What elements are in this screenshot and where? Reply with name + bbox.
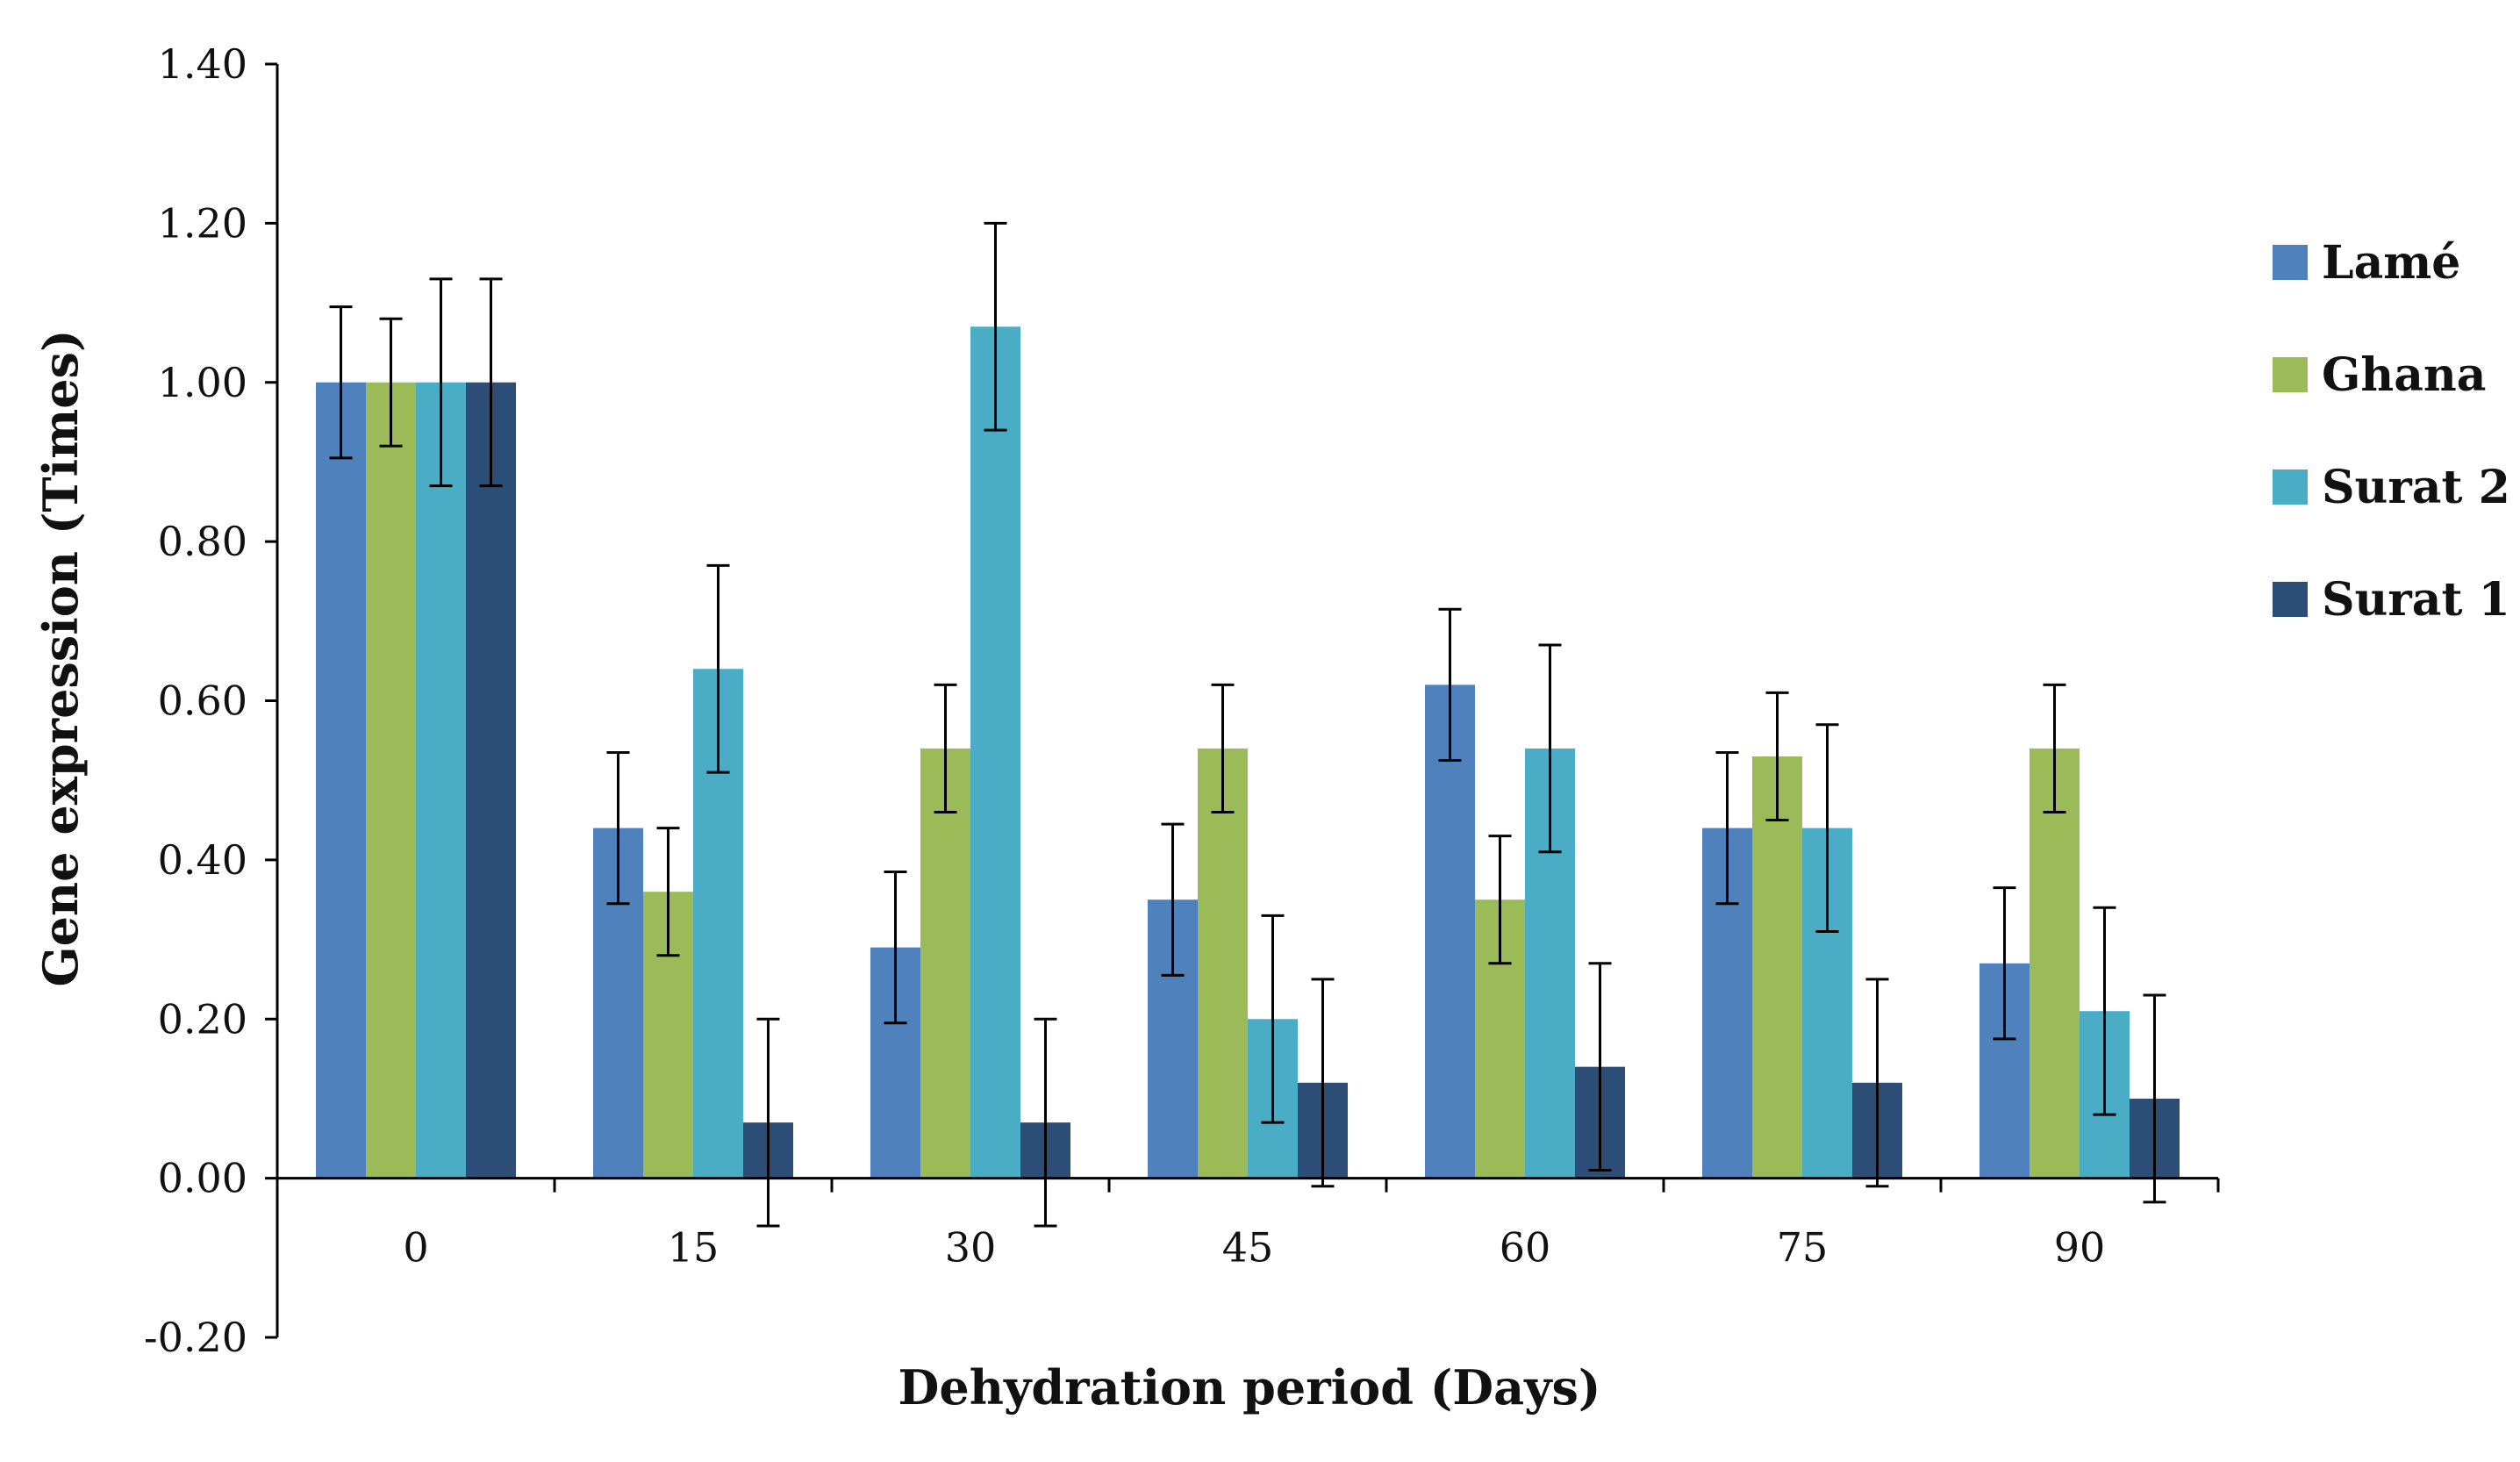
y-tick-label: 1.40 <box>158 40 247 88</box>
y-axis-title: Gene expression (Times) <box>32 329 89 986</box>
bars-layer <box>316 326 2180 1179</box>
error-bars-layer <box>329 221 2166 1228</box>
bar-ghana-45 <box>1198 748 1248 1179</box>
x-tick-label: 0 <box>403 1224 428 1272</box>
y-tick-label: 1.20 <box>158 199 247 247</box>
legend-label: Surat 1 <box>2322 573 2510 627</box>
legend-label: Surat 2 <box>2322 461 2510 514</box>
legend-label: Ghana <box>2322 348 2486 402</box>
x-tick-label: 15 <box>668 1224 719 1272</box>
y-tick-label: 0.40 <box>158 836 247 884</box>
bar-lam--60 <box>1425 684 1475 1179</box>
x-tick-label: 90 <box>2054 1224 2106 1272</box>
bar-ghana-90 <box>2030 748 2080 1179</box>
y-tick-label: 0.00 <box>158 1155 247 1202</box>
legend-swatch <box>2273 245 2308 280</box>
y-tick-label: 0.80 <box>158 518 247 565</box>
x-tick-label: 75 <box>1777 1224 1829 1272</box>
bar-lam--0 <box>316 382 366 1179</box>
y-tick-label: 0.60 <box>158 677 247 725</box>
legend: Lamé Ghana Surat 2 Surat 1 <box>2273 236 2510 627</box>
bar-ghana-30 <box>920 748 970 1179</box>
y-ticks: -0.20 0.00 0.20 0.40 0.60 0.80 1.00 1.20 1.40 <box>144 40 277 1361</box>
legend-swatch <box>2273 469 2308 505</box>
legend-label: Lamé <box>2322 236 2460 290</box>
bar-ghana-75 <box>1752 756 1802 1179</box>
bar-surat-1-0 <box>466 382 516 1179</box>
y-tick-label: 0.20 <box>158 995 247 1043</box>
bar-surat-2-0 <box>416 382 466 1179</box>
x-axis-title: Dehydration period (Days) <box>898 1359 1601 1415</box>
bar-ghana-0 <box>366 382 416 1179</box>
x-ticks: 0 15 30 45 60 75 90 <box>276 1178 2220 1272</box>
x-tick-label: 60 <box>1500 1224 1551 1272</box>
bar-surat-2-30 <box>970 326 1020 1179</box>
x-tick-label: 45 <box>1222 1224 1274 1272</box>
y-tick-label: -0.20 <box>144 1314 247 1361</box>
legend-swatch <box>2273 582 2308 617</box>
legend-swatch <box>2273 357 2308 392</box>
y-tick-label: 1.00 <box>158 359 247 406</box>
x-tick-label: 30 <box>945 1224 997 1272</box>
